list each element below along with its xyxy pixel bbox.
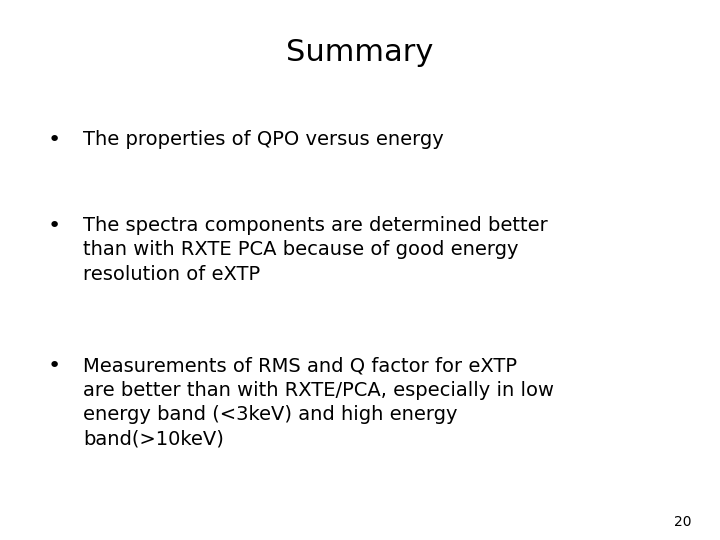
Text: Measurements of RMS and Q factor for eXTP
are better than with RXTE/PCA, especia: Measurements of RMS and Q factor for eXT…: [83, 356, 554, 448]
Text: •: •: [48, 216, 60, 236]
Text: Summary: Summary: [287, 38, 433, 67]
Text: •: •: [48, 130, 60, 150]
Text: 20: 20: [674, 515, 691, 529]
Text: The properties of QPO versus energy: The properties of QPO versus energy: [83, 130, 444, 148]
Text: The spectra components are determined better
than with RXTE PCA because of good : The spectra components are determined be…: [83, 216, 547, 284]
Text: •: •: [48, 356, 60, 376]
